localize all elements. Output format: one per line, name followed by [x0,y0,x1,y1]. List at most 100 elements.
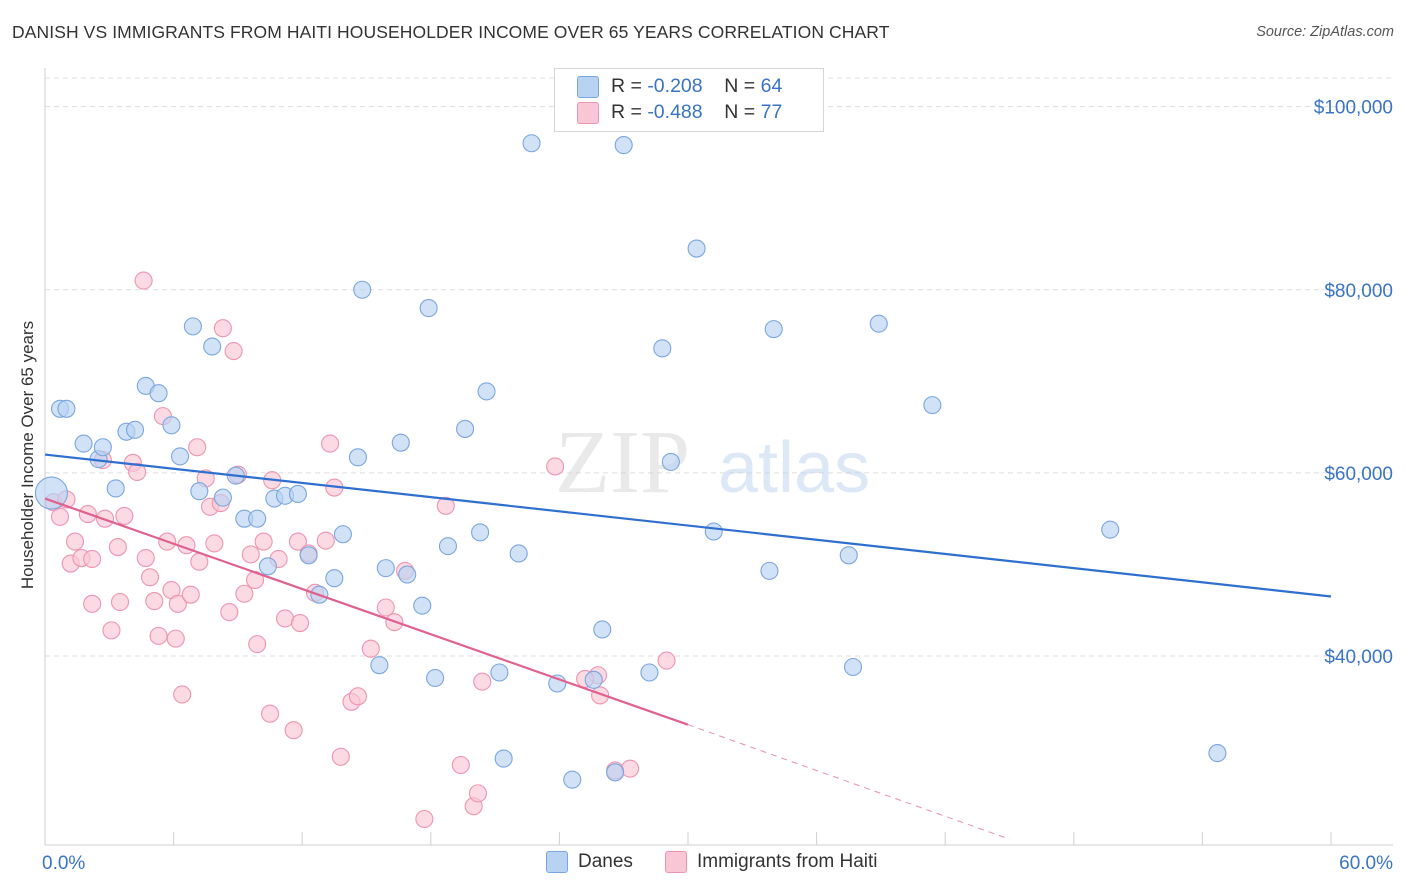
haiti-point [546,457,565,476]
danes-point [391,433,410,452]
danes-point [419,299,438,318]
watermark: ZIP atlas [555,413,870,512]
danes-point [248,509,267,528]
legend-swatch-danes [577,75,599,98]
haiti-point [136,548,155,568]
danes-point [490,663,509,682]
haiti-point [181,585,200,604]
danes-point [183,317,202,336]
haiti-point [473,672,492,691]
haiti-point [50,507,70,526]
chart-title: DANISH VS IMMIGRANTS FROM HAITI HOUSEHOL… [12,22,890,42]
trend-lines [44,453,1332,840]
haiti-point [241,545,260,564]
series-legend-danes[interactable]: Danes [546,851,633,873]
haiti-point [415,809,434,829]
danes-points [34,134,1227,789]
danes-point [34,476,68,510]
haiti-point [235,584,254,603]
swatch-danes [546,851,568,873]
haiti-point [65,532,85,551]
haiti-point [284,721,303,740]
haiti-point [321,434,340,453]
danes-point [1208,744,1227,763]
x-tick-label-max: 60.0% [1339,853,1393,874]
haiti-point [657,651,676,670]
danes-point [704,522,723,541]
series-legend-danes-label: Danes [578,851,633,873]
danes-point [471,523,490,542]
danes-point [522,134,541,153]
danes-point [258,557,277,576]
axes [44,68,1393,846]
haiti-point [248,635,267,654]
haiti-point [361,639,380,658]
danes-point [661,452,680,471]
danes-point [760,561,779,580]
danes-point [923,396,942,415]
haiti-point [115,506,134,525]
haiti-point [108,538,127,557]
haiti-point [376,598,395,617]
danes-point [93,438,112,457]
danes-point [584,670,603,689]
legend-row-haiti: R = -0.488 N = 77 [577,101,782,127]
watermark-atlas: atlas [718,428,870,508]
danes-point [563,770,582,789]
haiti-point [110,592,130,612]
series-legend: Danes Immigrants from Haiti [0,851,1406,879]
source-label: Source: ZipAtlas.com [1256,24,1394,40]
danes-point [190,482,209,501]
haiti-point [291,614,310,633]
tick-labels: $40,000 $60,000 $80,000 $100,000 0.0% 60.0% [42,98,1393,874]
danes-point [426,668,445,688]
danes-point [456,419,475,438]
legend-n-label: N = [724,101,756,123]
haiti-point [168,594,187,613]
danes-point [509,544,528,563]
haiti-point [224,342,243,361]
haiti-point [166,629,185,648]
danes-point [325,569,344,588]
danes-point [869,314,888,333]
haiti-points [44,271,676,829]
haiti-point [145,592,164,611]
danes-point [614,136,633,155]
series-legend-haiti[interactable]: Immigrants from Haiti [665,851,878,873]
danes-point [203,337,222,356]
legend-r-value-haiti: -0.488 [647,101,703,123]
danes-point [74,434,93,453]
haiti-point [102,621,121,640]
haiti-trend-line [44,497,689,726]
legend-swatch-haiti [577,101,599,124]
haiti-point [213,319,232,338]
legend-n-label: N = [724,75,756,97]
danes-point [57,399,76,418]
danes-point [413,596,432,615]
legend-r-value-danes: -0.208 [647,75,703,97]
danes-point [438,537,457,556]
danes-point [353,280,372,299]
danes-point [477,382,496,401]
danes-point [764,320,783,339]
stats-legend: R = -0.208 N = 64 R = -0.488 N = 77 [554,68,824,132]
y-axis-label: Householder Income Over 65 years [18,320,37,590]
haiti-point [134,271,153,290]
haiti-point [205,534,224,553]
legend-n-value-haiti: 77 [760,101,783,123]
haiti-point [188,438,207,457]
haiti-point [468,784,488,803]
legend-n-value-danes: 64 [760,75,783,97]
danes-point [370,656,389,675]
haiti-point [83,594,102,613]
haiti-point [140,568,160,587]
haiti-point [149,626,168,645]
y-tick-label: $60,000 [1324,464,1393,485]
danes-point [398,565,417,584]
danes-point [213,488,232,507]
haiti-point [83,549,102,569]
haiti-point [348,687,367,706]
danes-point [106,479,125,498]
danes-point [1101,520,1120,539]
